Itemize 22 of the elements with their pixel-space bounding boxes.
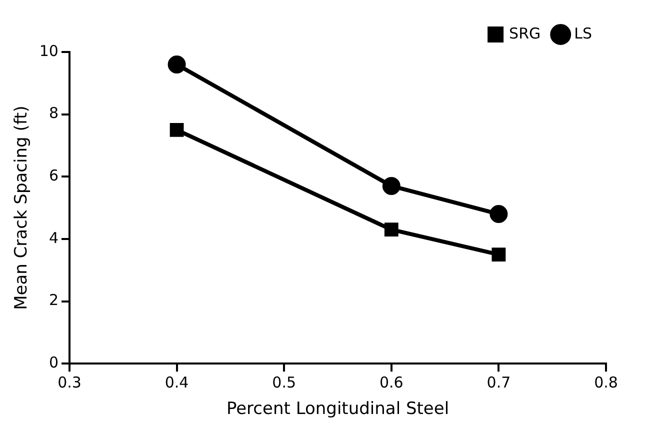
- point: [382, 176, 400, 195]
- point: [384, 222, 398, 237]
- y-tick-label: 2: [48, 291, 58, 310]
- y-tick-label: 0: [48, 353, 58, 372]
- legend-label: SRG: [509, 24, 541, 42]
- x-tick-label: 0.6: [379, 373, 404, 392]
- x-tick-label: 0.5: [272, 373, 296, 392]
- point: [168, 55, 186, 74]
- x-tick-label: 0.7: [486, 373, 511, 392]
- point: [170, 122, 184, 137]
- y-axis-title: Mean Crack Spacing (ft): [12, 106, 32, 310]
- x-tick-label: 0.8: [594, 373, 618, 392]
- y-tick-label: 8: [48, 104, 58, 122]
- y-tick-label: 4: [48, 228, 58, 247]
- y-tick-label: 10: [39, 42, 58, 60]
- y-tick-label: 6: [48, 166, 58, 185]
- legend-label: LS: [574, 24, 592, 42]
- x-axis-title: Percent Longitudinal Steel: [226, 399, 450, 420]
- point: [492, 248, 506, 262]
- point: [490, 205, 508, 224]
- x-tick-label: 0.3: [58, 373, 82, 392]
- x-tick-label: 0.4: [164, 373, 189, 392]
